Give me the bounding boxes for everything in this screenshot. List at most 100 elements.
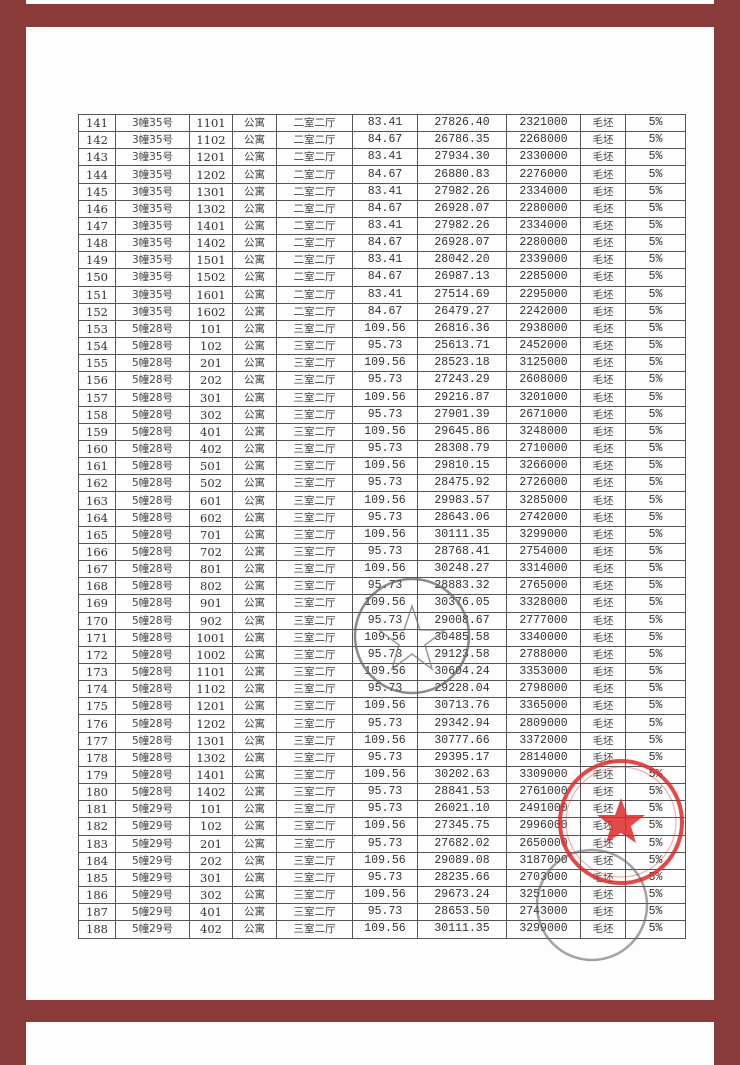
cell-unit-price: 30111.35 xyxy=(417,525,507,544)
cell-layout: 三室二厅 xyxy=(276,354,353,373)
cell-property-type: 公寓 xyxy=(232,439,277,459)
cell-unit-number: 901 xyxy=(189,594,233,613)
cell-row-number: 183 xyxy=(78,834,116,853)
cell-total-price: 3328000 xyxy=(506,594,581,613)
cell-building: 5幢29号 xyxy=(115,800,190,819)
cell-total-price: 2938000 xyxy=(506,319,581,339)
cell-layout: 三室二厅 xyxy=(276,611,353,630)
cell-unit-price: 26928.07 xyxy=(417,199,507,218)
cell-total-price: 3365000 xyxy=(506,697,581,716)
cell-layout: 三室二厅 xyxy=(276,783,353,802)
cell-property-type: 公寓 xyxy=(232,920,277,939)
cell-layout: 三室二厅 xyxy=(276,800,353,819)
cell-unit-price: 29395.17 xyxy=(417,748,507,767)
cell-unit-number: 601 xyxy=(189,491,233,510)
cell-unit-number: 202 xyxy=(189,851,233,870)
cell-building: 5幢28号 xyxy=(115,560,190,579)
cell-building: 5幢28号 xyxy=(115,680,190,699)
cell-layout: 三室二厅 xyxy=(276,920,353,939)
cell-area: 95.73 xyxy=(352,645,418,665)
table-row: 187 5幢29号 401 公寓 三室二厅 95.73 28653.50 2743000 毛坯 5… xyxy=(78,903,686,922)
table-row: 144 3幢35号 1202 公寓 二室二厅 84.67 26880.83 2276000 毛坯… xyxy=(78,165,686,184)
cell-area: 95.73 xyxy=(352,680,418,699)
cell-building: 5幢28号 xyxy=(115,662,190,682)
cell-area: 95.73 xyxy=(352,337,418,356)
cell-unit-number: 1402 xyxy=(189,234,233,253)
cell-property-type: 公寓 xyxy=(232,714,277,733)
cell-area: 109.56 xyxy=(352,525,418,544)
cell-unit-number: 1301 xyxy=(189,182,233,201)
cell-layout: 三室二厅 xyxy=(276,628,353,647)
cell-property-type: 公寓 xyxy=(232,148,277,167)
cell-rate: 5% xyxy=(625,457,686,476)
cell-property-type: 公寓 xyxy=(232,113,277,133)
cell-rate: 5% xyxy=(625,113,686,133)
cell-rate: 5% xyxy=(625,714,686,733)
cell-property-type: 公寓 xyxy=(232,765,277,785)
cell-rate: 5% xyxy=(625,594,686,613)
cell-property-type: 公寓 xyxy=(232,783,277,802)
cell-finish-status: 毛坯 xyxy=(580,731,626,750)
page-edge-top xyxy=(26,0,714,4)
cell-total-price: 2334000 xyxy=(506,182,581,201)
cell-unit-number: 1302 xyxy=(189,199,233,218)
cell-building: 3幢35号 xyxy=(115,148,190,167)
cell-property-type: 公寓 xyxy=(232,560,277,579)
cell-unit-price: 30777.66 xyxy=(417,731,507,750)
cell-rate: 5% xyxy=(625,525,686,544)
cell-building: 3幢35号 xyxy=(115,182,190,201)
table-row: 150 3幢35号 1502 公寓 二室二厅 84.67 26987.13 2285000 毛坯… xyxy=(78,268,686,287)
cell-row-number: 171 xyxy=(78,628,116,647)
cell-layout: 三室二厅 xyxy=(276,868,353,888)
cell-building: 5幢28号 xyxy=(115,457,190,476)
cell-total-price: 2295000 xyxy=(506,285,581,304)
cell-rate: 5% xyxy=(625,748,686,767)
cell-area: 83.41 xyxy=(352,113,418,133)
cell-area: 95.73 xyxy=(352,577,418,596)
cell-finish-status: 毛坯 xyxy=(580,285,626,304)
cell-rate: 5% xyxy=(625,628,686,647)
cell-row-number: 185 xyxy=(78,868,116,888)
cell-area: 84.67 xyxy=(352,199,418,218)
cell-layout: 二室二厅 xyxy=(276,302,353,321)
cell-total-price: 3299000 xyxy=(506,525,581,544)
cell-area: 84.67 xyxy=(352,234,418,253)
cell-building: 5幢28号 xyxy=(115,731,190,750)
cell-rate: 5% xyxy=(625,131,686,150)
cell-row-number: 169 xyxy=(78,594,116,613)
cell-row-number: 143 xyxy=(78,148,116,167)
cell-total-price: 3187000 xyxy=(506,851,581,870)
cell-layout: 二室二厅 xyxy=(276,251,353,270)
cell-area: 83.41 xyxy=(352,216,418,236)
cell-rate: 5% xyxy=(625,371,686,390)
cell-finish-status: 毛坯 xyxy=(580,783,626,802)
cell-building: 5幢28号 xyxy=(115,508,190,527)
cell-rate: 5% xyxy=(625,577,686,596)
cell-unit-number: 302 xyxy=(189,886,233,905)
table-row: 162 5幢28号 502 公寓 三室二厅 95.73 28475.92 2726000 毛坯 5… xyxy=(78,474,686,493)
cell-unit-number: 1302 xyxy=(189,748,233,767)
cell-layout: 三室二厅 xyxy=(276,508,353,527)
cell-rate: 5% xyxy=(625,697,686,716)
table-row: 160 5幢28号 402 公寓 三室二厅 95.73 28308.79 2710000 毛坯 5… xyxy=(78,439,686,459)
table-row: 157 5幢28号 301 公寓 三室二厅 109.56 29216.87 3201000 毛坯… xyxy=(78,388,686,407)
cell-unit-number: 101 xyxy=(189,800,233,819)
cell-layout: 二室二厅 xyxy=(276,113,353,133)
cell-finish-status: 毛坯 xyxy=(580,834,626,853)
cell-rate: 5% xyxy=(625,439,686,459)
cell-property-type: 公寓 xyxy=(232,268,277,287)
cell-area: 109.56 xyxy=(352,491,418,510)
cell-finish-status: 毛坯 xyxy=(580,817,626,836)
cell-unit-number: 401 xyxy=(189,422,233,441)
cell-row-number: 145 xyxy=(78,182,116,201)
cell-row-number: 155 xyxy=(78,354,116,373)
cell-layout: 二室二厅 xyxy=(276,165,353,184)
cell-property-type: 公寓 xyxy=(232,834,277,853)
cell-rate: 5% xyxy=(625,783,686,802)
cell-finish-status: 毛坯 xyxy=(580,388,626,407)
cell-total-price: 3372000 xyxy=(506,731,581,750)
cell-property-type: 公寓 xyxy=(232,319,277,339)
cell-finish-status: 毛坯 xyxy=(580,628,626,647)
cell-rate: 5% xyxy=(625,542,686,562)
cell-unit-price: 27826.40 xyxy=(417,113,507,133)
